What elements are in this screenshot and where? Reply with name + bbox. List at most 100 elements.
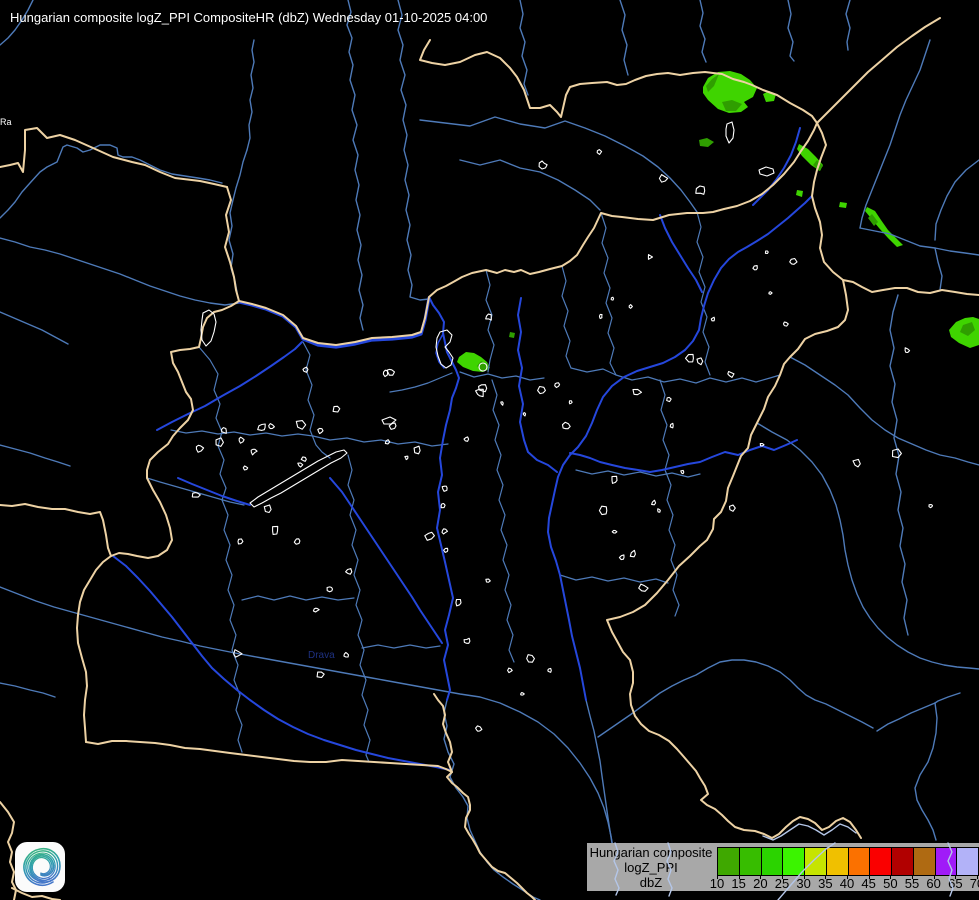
town-outline — [272, 525, 279, 535]
town-outline — [215, 437, 224, 447]
legend-tick-label: 65 — [948, 876, 963, 891]
town-outline — [326, 586, 334, 593]
town-outline — [611, 529, 618, 534]
legend-tick-label: 45 — [861, 876, 876, 891]
met-service-logo — [15, 842, 65, 892]
river-label: Drava — [308, 650, 335, 661]
town-outline — [250, 448, 258, 456]
town-outline — [547, 667, 552, 673]
town-outline — [538, 160, 548, 170]
town-outline — [441, 528, 449, 535]
legend-color-cell — [718, 848, 740, 875]
town-outline — [638, 583, 649, 592]
town-outline — [463, 436, 470, 442]
legend-tick-label: 60 — [926, 876, 941, 891]
legend-tick-mark — [760, 875, 762, 879]
legend-color-cell — [892, 848, 914, 875]
town-outline — [891, 448, 902, 459]
town-outline — [728, 504, 736, 512]
town-outline — [268, 423, 275, 430]
legend-color-cell — [935, 848, 958, 875]
town-outline — [526, 654, 535, 663]
town-outline — [727, 370, 735, 378]
town-outline — [759, 442, 765, 447]
town-outline — [710, 316, 716, 322]
town-outline — [537, 385, 546, 395]
lake-ferto-outline — [200, 309, 217, 347]
town-outline — [220, 427, 227, 434]
legend-tick-label: 55 — [904, 876, 920, 891]
radar-echo — [960, 322, 975, 336]
town-outline — [475, 725, 483, 732]
town-outline — [768, 291, 773, 295]
town-outline — [632, 388, 643, 396]
station-ring — [478, 362, 488, 372]
legend-tick-mark — [977, 875, 978, 879]
town-outline — [500, 401, 504, 406]
legend-tick-label: 40 — [839, 876, 855, 891]
town-outline — [233, 649, 243, 658]
town-outline — [237, 538, 244, 545]
town-outline — [463, 637, 471, 644]
radar-echo — [868, 214, 878, 226]
lakes-and-towns-layer — [191, 121, 934, 732]
legend-tick-mark — [717, 875, 718, 879]
town-outline — [478, 384, 488, 393]
town-outline — [507, 667, 513, 674]
town-outline — [651, 499, 657, 506]
town-outline — [345, 568, 353, 575]
legend-tick-label: 10 — [709, 876, 725, 891]
town-outline — [238, 436, 245, 444]
town-outline — [316, 671, 325, 679]
town-outline — [404, 455, 409, 461]
legend-color-cell — [913, 848, 936, 875]
town-outline — [657, 508, 661, 513]
radar-echo — [509, 332, 515, 338]
legend-tick-mark — [868, 875, 870, 879]
legend-tick-mark — [738, 875, 740, 879]
radar-echo — [796, 190, 803, 197]
town-outline — [928, 504, 934, 509]
town-outline — [300, 456, 307, 462]
town-outline — [302, 366, 309, 373]
major-rivers-layer — [112, 127, 813, 771]
town-outline — [725, 121, 735, 144]
legend-unit-label: dbZ — [639, 875, 663, 890]
county-borders-layer — [146, 211, 781, 763]
legend-color-cell — [739, 848, 762, 875]
town-outline — [522, 412, 527, 417]
radar-echo — [722, 100, 742, 111]
legend-tick-mark — [933, 875, 935, 879]
legend-tick-label: 70 — [969, 876, 979, 891]
legend-tick-label: 25 — [774, 876, 790, 891]
town-outline — [610, 296, 615, 301]
town-outline — [441, 485, 448, 492]
town-outline — [782, 321, 789, 327]
legend-colorbar — [717, 847, 979, 876]
town-outline — [257, 423, 266, 431]
legend-color-cell — [805, 848, 827, 875]
legend-color-cell — [870, 848, 892, 875]
legend-title-line: Hungarian composite — [589, 845, 713, 860]
lake-balaton-outline — [249, 449, 348, 508]
legend-title-block: Hungarian composite logZ_PPI dbZ — [587, 845, 715, 890]
town-outline — [647, 254, 654, 260]
radar-echo — [699, 138, 714, 147]
budapest-outline — [435, 329, 454, 369]
town-outline — [440, 502, 446, 509]
legend-tick-mark — [955, 875, 957, 879]
town-outline — [520, 691, 525, 696]
legend-color-cell — [957, 848, 978, 875]
town-outline — [618, 554, 625, 561]
legend-tick-label: 20 — [753, 876, 768, 891]
town-outline — [293, 538, 301, 545]
legend-tick-label: 15 — [731, 876, 746, 891]
legend-tick-label: 35 — [818, 876, 833, 891]
town-outline — [317, 427, 324, 435]
town-outline — [598, 313, 603, 320]
town-outline — [455, 598, 462, 607]
radar-echo — [706, 74, 719, 92]
town-outline — [628, 304, 633, 309]
legend-title-line: logZ_PPI — [624, 860, 678, 875]
